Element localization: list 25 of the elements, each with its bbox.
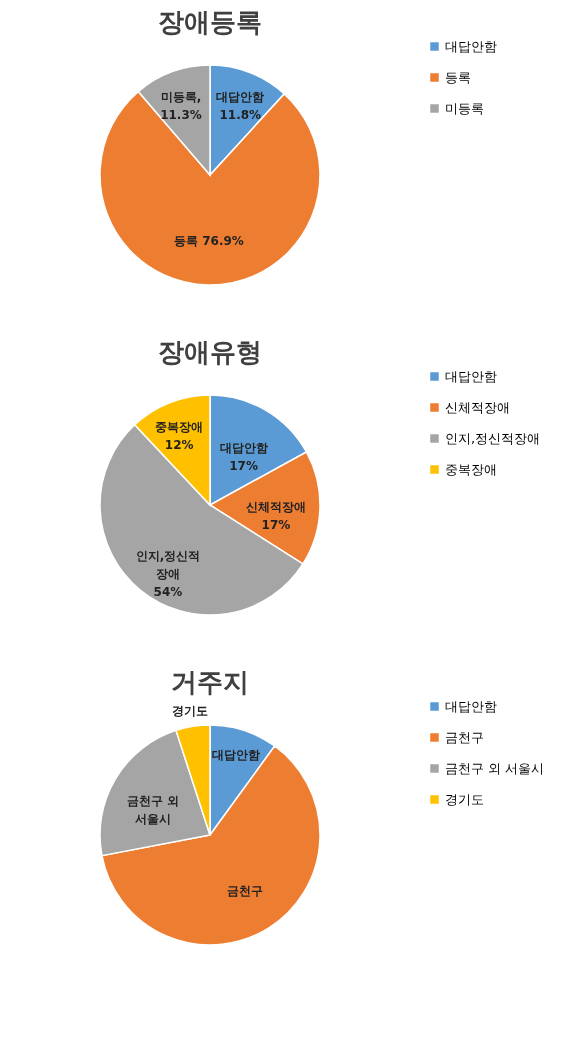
data-label: 등록 76.9%	[174, 233, 244, 248]
legend-label: 금천구	[445, 729, 484, 745]
data-label: 대답안함 17%	[219, 441, 268, 474]
data-label: 인지,정신적 장애 54%	[135, 548, 201, 599]
data-label: 금천구 외 서울시	[127, 794, 180, 827]
chart-title: 장애등록	[158, 7, 262, 37]
legend-label: 등록	[445, 69, 471, 85]
legend-label: 금천구 외 서울시	[445, 760, 545, 776]
legend-label: 대답안함	[445, 368, 497, 384]
legend-label: 경기도	[445, 791, 484, 807]
data-label: 대답안함 11.8%	[216, 90, 265, 123]
chart-title: 거주지	[171, 667, 249, 697]
data-label: 금천구	[227, 883, 264, 898]
data-label: 대답안함	[211, 748, 260, 763]
data-label: 중복장애 12%	[155, 420, 204, 453]
legend-label: 대답안함	[445, 698, 497, 714]
legend-label: 신체적장애	[445, 399, 510, 415]
legend-label: 미등록	[445, 100, 484, 116]
legend-label: 인지,정신적장애	[445, 430, 541, 446]
chart-title: 장애유형	[158, 337, 262, 367]
legend-label: 대답안함	[445, 38, 497, 54]
data-label: 신체적장애 17%	[245, 500, 306, 533]
data-label: 경기도	[172, 703, 209, 718]
data-label: 미등록, 11.3%	[160, 89, 202, 122]
legend-label: 중복장애	[445, 461, 497, 477]
